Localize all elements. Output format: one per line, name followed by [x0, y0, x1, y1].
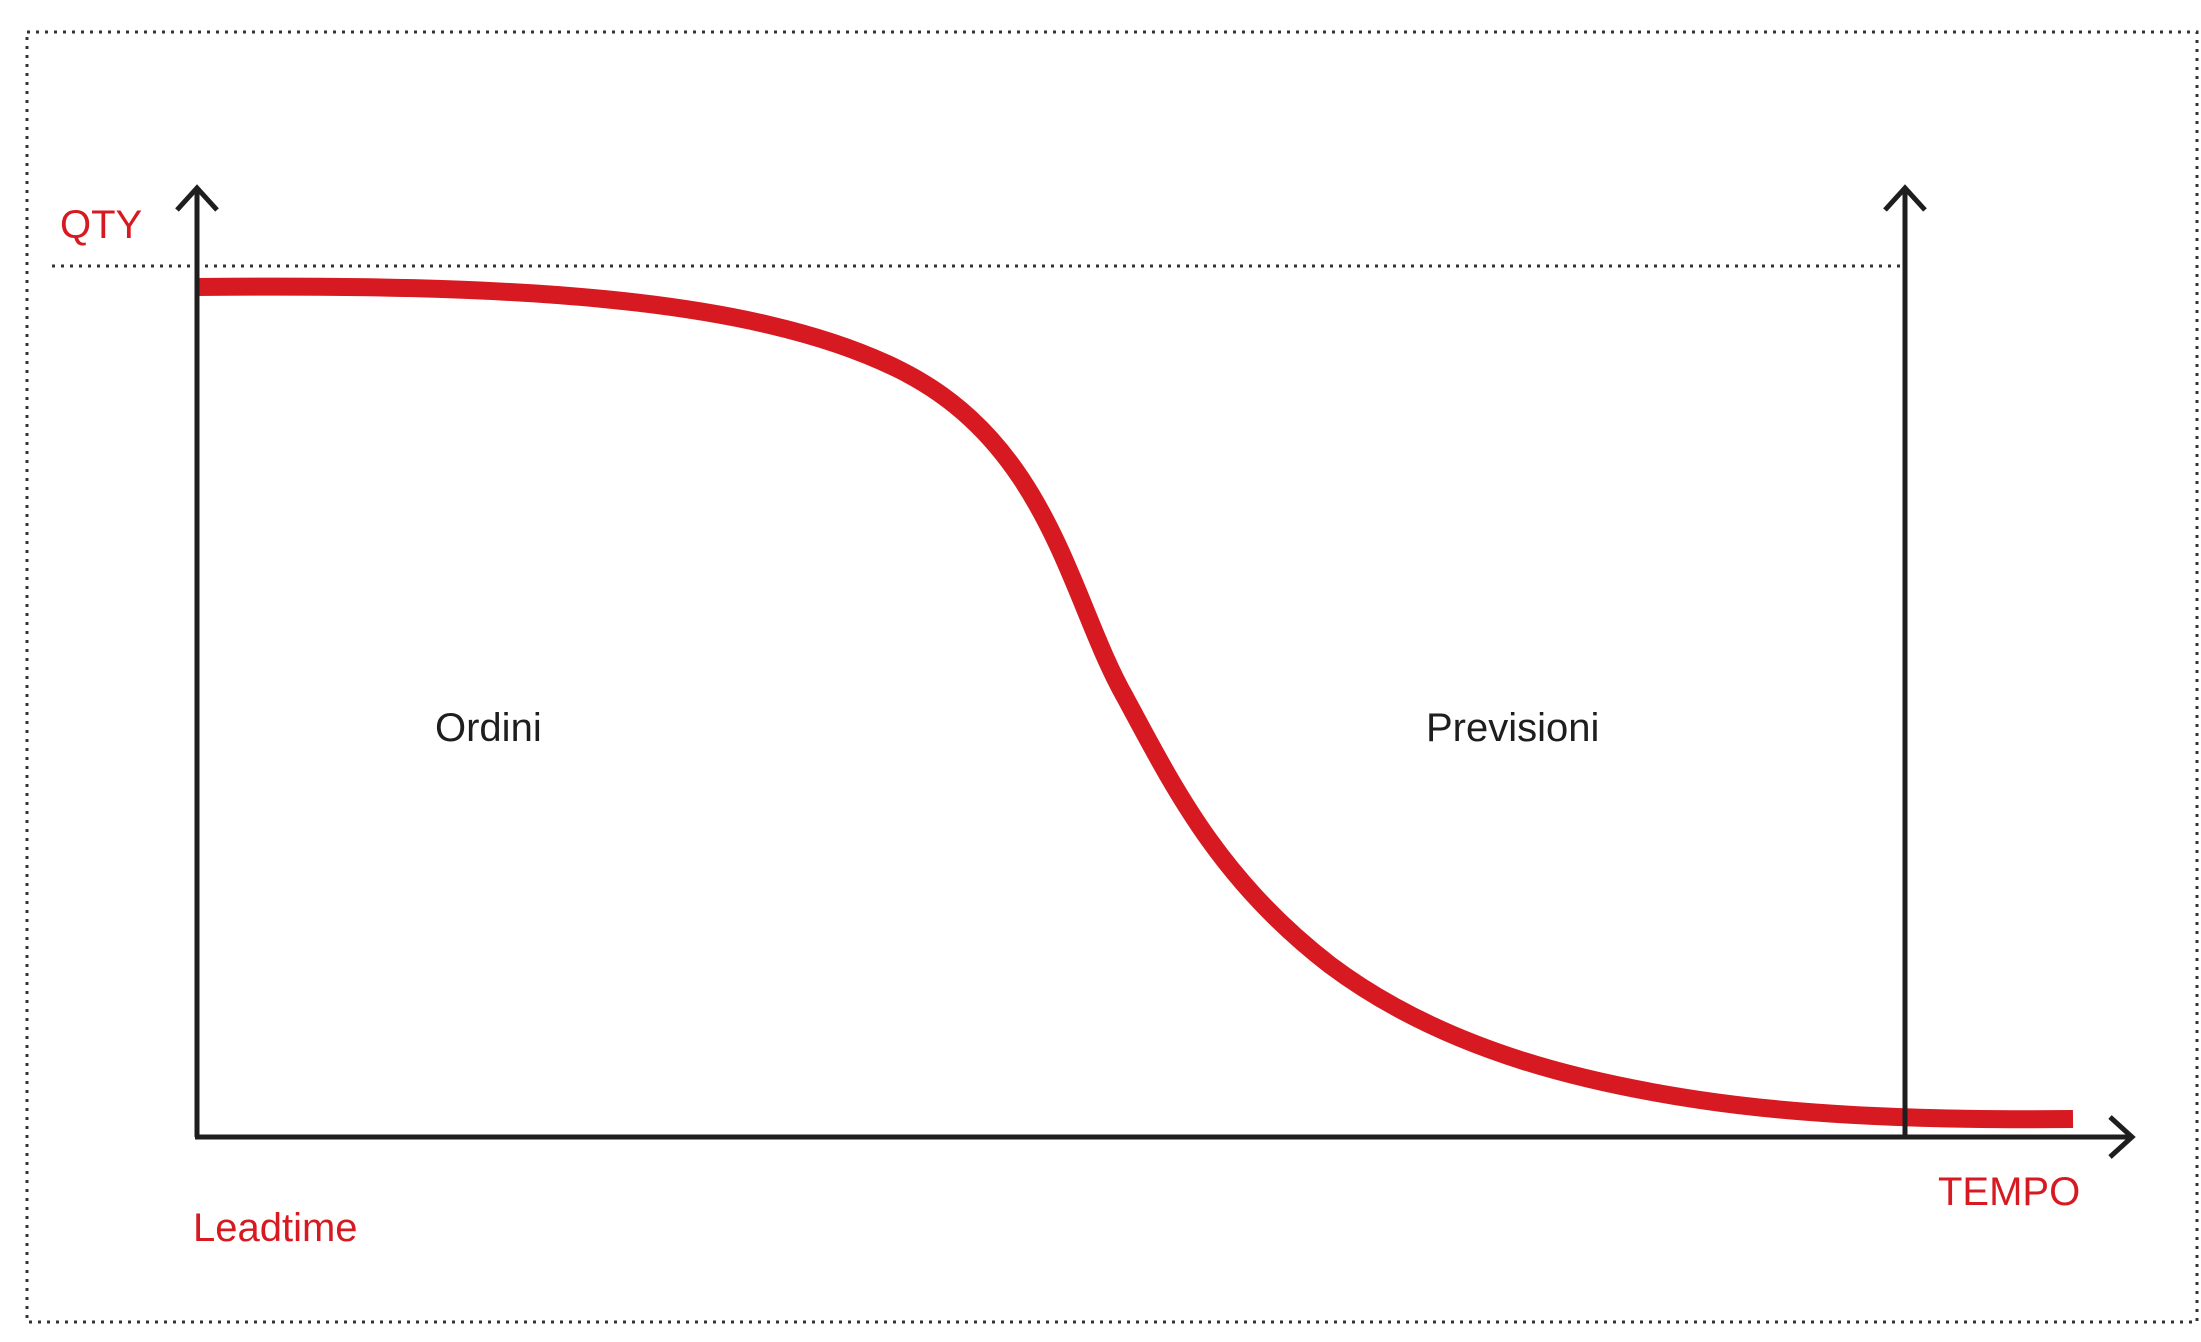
y-axis-left-arrow-icon	[175, 184, 219, 212]
region-label-ordini: Ordini	[435, 706, 542, 750]
dotted-frame	[25, 30, 2199, 1324]
x-axis-arrow-icon	[2108, 1115, 2136, 1159]
transition-curve	[196, 277, 2074, 1129]
leadtime-label: Leadtime	[193, 1206, 358, 1250]
y-axis-label: QTY	[60, 203, 142, 247]
region-label-previsioni: Previsioni	[1426, 706, 1599, 750]
y-axis-right-arrow-icon	[1883, 184, 1927, 212]
x-axis-label: TEMPO	[1938, 1170, 2080, 1214]
